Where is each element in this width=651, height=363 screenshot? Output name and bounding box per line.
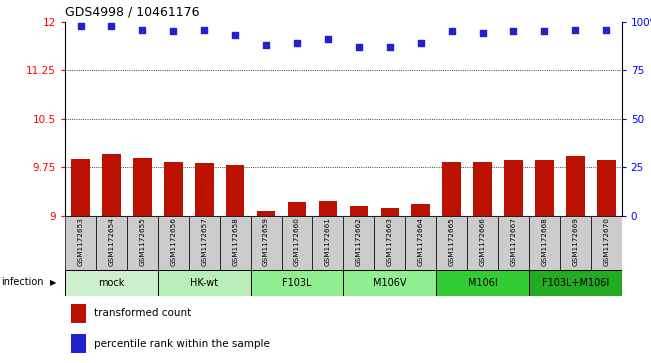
Bar [473,162,492,216]
Text: GSM1172668: GSM1172668 [542,217,547,266]
Text: GSM1172655: GSM1172655 [139,217,145,266]
Bar [467,216,498,270]
Bar [312,216,343,270]
Bar [442,162,461,216]
Bar [65,216,96,270]
Text: GSM1172669: GSM1172669 [572,217,578,266]
Bar [318,201,337,216]
Point [508,29,519,34]
Point [323,36,333,42]
Point [539,29,549,34]
Text: GSM1172656: GSM1172656 [171,217,176,266]
Point [570,26,581,32]
Bar [164,162,182,216]
Text: GSM1172667: GSM1172667 [510,217,516,266]
Bar [350,205,368,216]
Point [353,44,364,50]
Bar [529,216,560,270]
Text: percentile rank within the sample: percentile rank within the sample [94,339,270,348]
Bar [560,216,590,270]
Bar [597,160,615,216]
Bar [195,163,214,216]
Point [230,32,240,38]
Point [137,26,148,32]
Bar [288,202,306,216]
Text: GSM1172670: GSM1172670 [603,217,609,266]
Bar [535,160,553,216]
Text: M106I: M106I [467,278,497,288]
Text: F103L+M106I: F103L+M106I [542,278,609,288]
Text: GSM1172661: GSM1172661 [325,217,331,266]
Point [477,30,488,36]
Point [447,29,457,34]
Bar [226,166,244,216]
Bar [374,216,405,270]
Bar [590,216,622,270]
Bar [71,304,86,323]
Text: GSM1172664: GSM1172664 [418,217,424,266]
Text: M106V: M106V [373,278,406,288]
Bar [498,216,529,270]
Bar [189,216,219,270]
Point [601,26,611,32]
Text: GSM1172666: GSM1172666 [480,217,486,266]
Text: GSM1172660: GSM1172660 [294,217,300,266]
Bar [405,216,436,270]
Text: GSM1172654: GSM1172654 [109,217,115,266]
Text: GSM1172663: GSM1172663 [387,217,393,266]
Bar [72,159,90,216]
Text: GSM1172657: GSM1172657 [201,217,207,266]
Bar [133,158,152,216]
Bar [281,216,312,270]
Bar [436,270,529,296]
Point [415,40,426,46]
Bar [158,270,251,296]
Bar [127,216,158,270]
Text: GSM1172665: GSM1172665 [449,217,454,266]
Text: GSM1172662: GSM1172662 [356,217,362,266]
Text: transformed count: transformed count [94,308,191,318]
Text: GSM1172659: GSM1172659 [263,217,269,266]
Bar [65,270,158,296]
Point [261,42,271,48]
Point [385,44,395,50]
Bar [343,216,374,270]
Text: HK-wt: HK-wt [190,278,218,288]
Bar [529,270,622,296]
Text: mock: mock [98,278,125,288]
Bar [71,334,86,353]
Point [292,40,302,46]
Point [106,23,117,29]
Bar [158,216,189,270]
Bar [251,270,343,296]
Bar [504,160,523,216]
Text: F103L: F103L [283,278,312,288]
Bar [256,211,275,216]
Text: GSM1172658: GSM1172658 [232,217,238,266]
Bar [96,216,127,270]
Text: ▶: ▶ [50,278,57,287]
Text: GSM1172653: GSM1172653 [77,217,83,266]
Bar [251,216,281,270]
Point [168,29,178,34]
Bar [219,216,251,270]
Bar [566,156,585,216]
Point [199,26,210,32]
Bar [343,270,436,296]
Bar [380,208,399,216]
Bar [436,216,467,270]
Bar [411,204,430,216]
Text: infection: infection [1,277,44,287]
Point [76,23,86,29]
Bar [102,155,120,216]
Text: GDS4998 / 10461176: GDS4998 / 10461176 [65,5,200,19]
